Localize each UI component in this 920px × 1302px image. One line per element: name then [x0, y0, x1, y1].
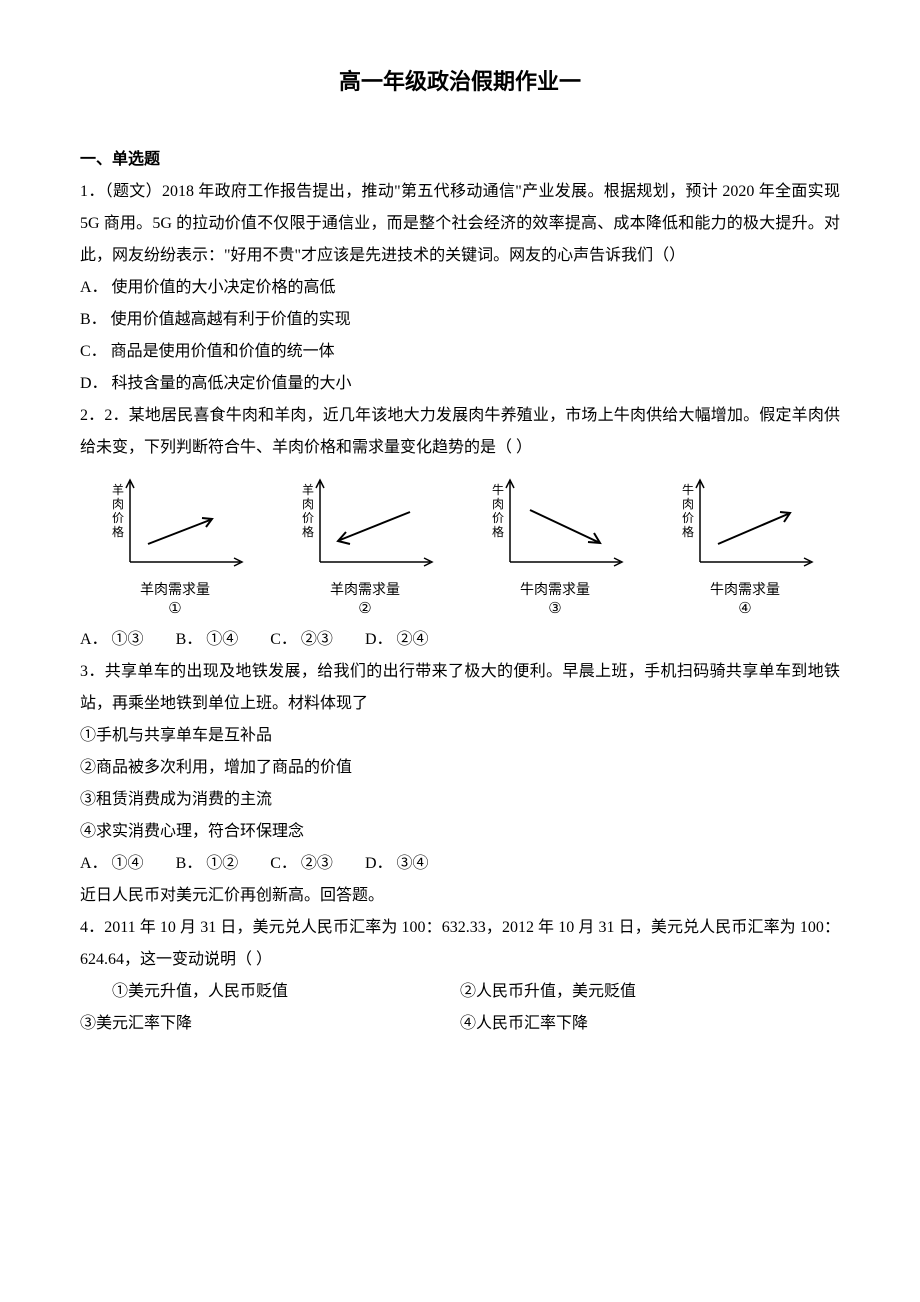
page-title: 高一年级政治假期作业一: [80, 60, 840, 104]
q3-option-b: B． ①②: [176, 848, 239, 880]
svg-text:牛: 牛: [682, 482, 694, 497]
pre-q4-text: 近日人民币对美元汇价再创新高。回答题。: [80, 880, 840, 912]
chart-1-svg: 羊 肉 价 格: [100, 472, 250, 582]
q1-option-b: B． 使用价值越高越有利于价值的实现: [80, 304, 840, 336]
q2-option-b: B． ①④: [176, 624, 239, 656]
svg-text:肉: 肉: [492, 497, 504, 511]
svg-text:价: 价: [302, 511, 314, 525]
chart-4-num: ④: [650, 600, 840, 620]
chart-4-xlabel: 牛肉需求量: [650, 582, 840, 600]
q3-stmt-1: ①手机与共享单车是互补品: [80, 720, 840, 752]
q3-stmt-3: ③租赁消费成为消费的主流: [80, 784, 840, 816]
q3-options: A． ①④ B． ①② C． ②③ D． ③④: [80, 848, 840, 880]
q4-stmt-3: ③美元汇率下降: [80, 1008, 460, 1040]
chart-2-svg: 羊 肉 价 格: [290, 472, 440, 582]
chart-3-svg: 牛 肉 价 格: [480, 472, 630, 582]
q1-option-a: A． 使用价值的大小决定价格的高低: [80, 272, 840, 304]
q4-stem: 4．2011 年 10 月 31 日，美元兑人民币汇率为 100：632.33，…: [80, 912, 840, 976]
q1-option-d: D． 科技含量的高低决定价值量的大小: [80, 368, 840, 400]
q1-stem: 1．（题文）2018 年政府工作报告提出，推动"第五代移动通信"产业发展。根据规…: [80, 176, 840, 272]
chart-1-num: ①: [80, 600, 270, 620]
chart-1-xlabel: 羊肉需求量: [80, 582, 270, 600]
chart-3: 牛 肉 价 格 牛肉需求量 ③: [460, 472, 650, 620]
svg-text:格: 格: [302, 524, 314, 539]
chart-1: 羊 肉 价 格 羊肉需求量 ①: [80, 472, 270, 620]
chart-4: 牛 肉 价 格 牛肉需求量 ④: [650, 472, 840, 620]
q2-stem: 2．2．某地居民喜食牛肉和羊肉，近几年该地大力发展肉牛养殖业，市场上牛肉供给大幅…: [80, 400, 840, 464]
q4-stmt-row-2: ③美元汇率下降 ④人民币汇率下降: [80, 1008, 840, 1040]
svg-text:牛: 牛: [492, 482, 504, 497]
q3-stmt-2: ②商品被多次利用，增加了商品的价值: [80, 752, 840, 784]
svg-text:价: 价: [492, 511, 504, 525]
svg-text:格: 格: [112, 524, 124, 539]
svg-text:价: 价: [682, 511, 694, 525]
svg-text:格: 格: [682, 524, 694, 539]
q4-stmt-1: ①美元升值，人民币贬值: [80, 976, 460, 1008]
q3-stem: 3．共享单车的出现及地铁发展，给我们的出行带来了极大的便利。早晨上班，手机扫码骑…: [80, 656, 840, 720]
chart-3-num: ③: [460, 600, 650, 620]
q3-option-d: D． ③④: [365, 848, 429, 880]
svg-text:肉: 肉: [112, 497, 124, 511]
section-1-header: 一、单选题: [80, 144, 840, 176]
chart-1-ylabel-1: 羊: [112, 482, 124, 497]
svg-text:肉: 肉: [302, 497, 314, 511]
svg-text:格: 格: [492, 524, 504, 539]
svg-text:价: 价: [112, 511, 124, 525]
q2-options: A． ①③ B． ①④ C． ②③ D． ②④: [80, 624, 840, 656]
q3-stmt-4: ④求实消费心理，符合环保理念: [80, 816, 840, 848]
chart-2-num: ②: [270, 600, 460, 620]
chart-2: 羊 肉 价 格 羊肉需求量 ②: [270, 472, 460, 620]
q4-stmt-2: ②人民币升值，美元贬值: [460, 976, 840, 1008]
q2-option-d: D． ②④: [365, 624, 429, 656]
q2-option-c: C． ②③: [270, 624, 333, 656]
q2-charts: 羊 肉 价 格 羊肉需求量 ① 羊 肉 价 格 羊肉需求量 ②: [80, 472, 840, 620]
chart-3-xlabel: 牛肉需求量: [460, 582, 650, 600]
q3-option-c: C． ②③: [270, 848, 333, 880]
chart-2-xlabel: 羊肉需求量: [270, 582, 460, 600]
q1-option-c: C． 商品是使用价值和价值的统一体: [80, 336, 840, 368]
q2-option-a: A． ①③: [80, 624, 144, 656]
q4-stmt-row-1: ①美元升值，人民币贬值 ②人民币升值，美元贬值: [80, 976, 840, 1008]
q3-option-a: A． ①④: [80, 848, 144, 880]
svg-text:羊: 羊: [302, 482, 314, 497]
q4-stmt-4: ④人民币汇率下降: [460, 1008, 840, 1040]
svg-text:肉: 肉: [682, 497, 694, 511]
chart-4-svg: 牛 肉 价 格: [670, 472, 820, 582]
